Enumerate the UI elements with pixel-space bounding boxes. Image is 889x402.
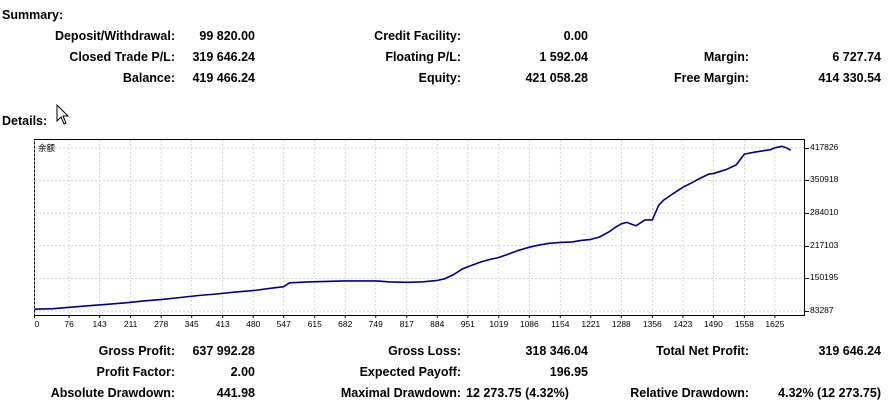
gross-loss-value: 318 346.04 [525,344,588,358]
y-tick-mark [805,245,809,247]
x-tick-label: 547 [277,319,291,329]
x-tick-label: 884 [430,319,444,329]
balance-chart-svg: 余额 0 76 143 211 278 345 413 480 547 615 682 749 817 88… [34,139,805,329]
total-net-profit-label: Total Net Profit: [656,344,749,358]
y-tick-label: 150195 [810,272,839,283]
x-tick-label: 1490 [704,319,723,329]
x-tick-label: 345 [185,319,199,329]
equity-label: Equity: [418,71,461,85]
y-tick-label: 284010 [810,207,839,218]
closed-trade-pl-value: 319 646.24 [192,50,255,64]
relative-drawdown-label: Relative Drawdown: [630,386,749,400]
profit-factor-value: 2.00 [230,365,255,379]
deposit-withdrawal-value: 99 820.00 [199,29,255,43]
gross-profit-value: 637 992.28 [192,344,255,358]
y-tick-label: 350918 [810,174,839,185]
floating-pl-value: 1 592.04 [539,50,588,64]
balance-value: 419 466.24 [192,71,255,85]
x-tick-label: 76 [64,319,74,329]
absolute-drawdown-label: Absolute Drawdown: [50,386,175,400]
maximal-drawdown-value: 12 273.75 (4.32%) [466,386,569,400]
x-tick-label: 1221 [581,319,600,329]
balance-line [34,145,792,310]
free-margin-label: Free Margin: [673,71,749,85]
x-tick-label: 1625 [765,319,784,329]
x-tick-label: 1558 [735,319,754,329]
expected-payoff-value: 196.95 [549,365,588,379]
chart-frame [34,139,805,316]
y-tick-label: 417826 [810,141,839,152]
y-tick-label: 217103 [810,239,839,250]
summary-title: Summary: [2,8,64,22]
maximal-drawdown-label: Maximal Drawdown: [340,386,461,400]
gross-loss-label: Gross Loss: [388,344,461,358]
credit-facility-value: 0.00 [563,29,588,43]
series-legend-label: 余额 [38,143,56,153]
x-tick-label: 817 [400,319,414,329]
y-tick-mark [805,147,809,149]
x-tick-label: 143 [93,319,107,329]
x-tick-label: 1356 [643,319,662,329]
x-tick-label: 951 [461,319,475,329]
balance-chart: 余额 0 76 143 211 278 345 413 480 547 615 682 749 817 88… [34,139,806,335]
relative-drawdown-value: 4.32% (12 273.75) [778,386,881,400]
credit-facility-label: Credit Facility: [374,29,461,43]
y-tick-mark [805,310,809,312]
profit-factor-label: Profit Factor: [96,365,175,379]
y-tick-mark [805,278,809,280]
x-tick-label: 480 [246,319,260,329]
closed-trade-pl-label: Closed Trade P/L: [69,50,175,64]
margin-value: 6 727.74 [832,50,881,64]
gross-profit-label: Gross Profit: [98,344,175,358]
total-net-profit-value: 319 646.24 [818,344,881,358]
x-tick-label: 1154 [551,319,570,329]
x-tick-label: 615 [308,319,322,329]
x-tick-label: 1019 [489,319,508,329]
x-tick-label: 1086 [520,319,539,329]
expected-payoff-label: Expected Payoff: [359,365,461,379]
y-tick-label: 83287 [810,304,834,315]
x-tick-label: 413 [216,319,230,329]
balance-label: Balance: [122,71,175,85]
x-tick-label: 1288 [612,319,631,329]
deposit-withdrawal-label: Deposit/Withdrawal: [54,29,175,43]
y-tick-mark [805,180,809,182]
floating-pl-label: Floating P/L: [385,50,461,64]
free-margin-value: 414 330.54 [818,71,881,85]
absolute-drawdown-value: 441.98 [216,386,255,400]
x-tick-label: 682 [338,319,352,329]
x-tick-label: 749 [369,319,383,329]
y-tick-mark [805,213,809,215]
x-tick-label: 211 [124,319,138,329]
details-title: Details: [2,114,48,128]
margin-label: Margin: [703,50,749,64]
equity-value: 421 058.28 [525,71,588,85]
x-tick-label: 278 [154,319,168,329]
mouse-cursor-icon [56,103,70,129]
x-tick-label: 0 [35,319,40,329]
x-tick-label: 1423 [673,319,692,329]
